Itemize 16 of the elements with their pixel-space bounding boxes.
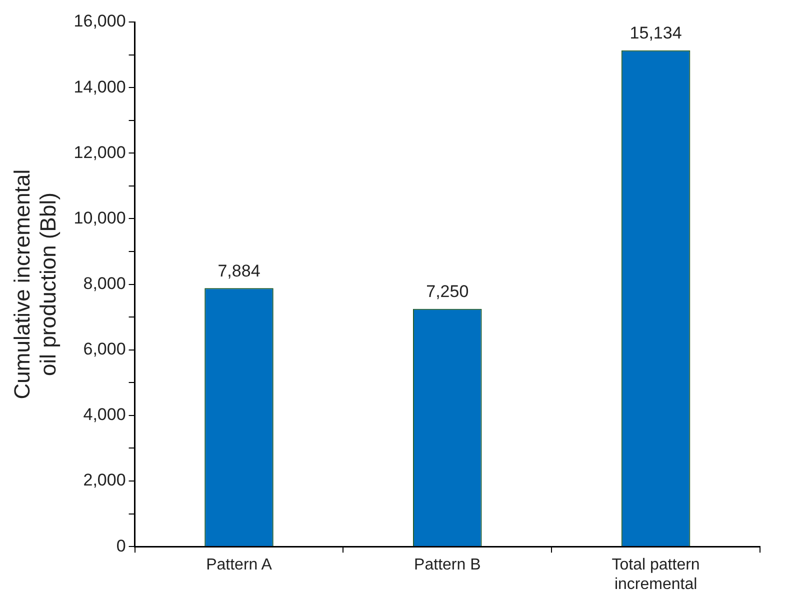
data-label: 7,884 bbox=[218, 261, 260, 280]
y-tick-label: 4,000 bbox=[83, 405, 126, 424]
y-tick-label: 8,000 bbox=[83, 274, 126, 293]
x-tick-label: Pattern B bbox=[414, 556, 481, 574]
y-tick-label: 10,000 bbox=[74, 208, 126, 228]
y-tick-label: 16,000 bbox=[74, 12, 126, 31]
data-label: 15,134 bbox=[630, 24, 682, 43]
x-tick-label: Total pattern incremental bbox=[612, 556, 700, 593]
y-tick-label: 0 bbox=[116, 536, 126, 556]
y-tick-label: 6,000 bbox=[83, 340, 126, 359]
y-tick-label: 14,000 bbox=[74, 77, 126, 96]
y-tick-label: 12,000 bbox=[74, 142, 126, 162]
y-tick-label: 2,000 bbox=[83, 470, 126, 490]
x-tick-label: Pattern A bbox=[206, 556, 272, 574]
data-label: 7,250 bbox=[426, 282, 469, 302]
y-axis-title: Cumulative incremental oil production (Bbl) bbox=[9, 169, 61, 400]
